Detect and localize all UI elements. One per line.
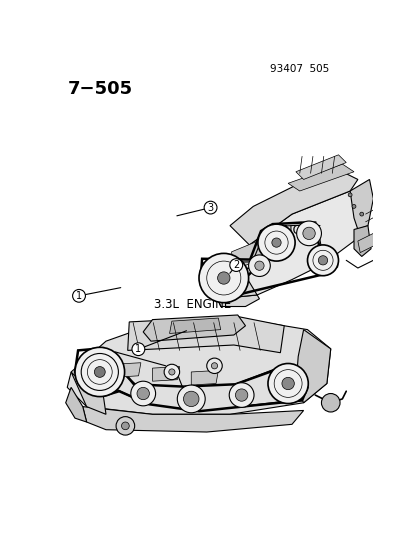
Circle shape — [271, 238, 280, 247]
Circle shape — [199, 253, 248, 303]
Circle shape — [257, 224, 294, 261]
Text: 1: 1 — [135, 344, 141, 354]
Circle shape — [204, 201, 216, 214]
Text: 2: 2 — [233, 260, 239, 270]
Circle shape — [72, 289, 85, 302]
Circle shape — [318, 256, 327, 265]
Polygon shape — [206, 272, 259, 306]
Circle shape — [164, 364, 179, 379]
Circle shape — [254, 261, 263, 270]
Circle shape — [183, 391, 199, 407]
Polygon shape — [191, 370, 218, 385]
Polygon shape — [206, 191, 365, 299]
Circle shape — [307, 245, 338, 276]
Text: 3: 3 — [207, 203, 213, 213]
Circle shape — [281, 377, 294, 390]
Polygon shape — [66, 387, 86, 422]
Polygon shape — [206, 272, 256, 299]
Polygon shape — [230, 172, 357, 245]
Circle shape — [116, 417, 134, 435]
Circle shape — [320, 393, 339, 412]
Text: 1: 1 — [76, 291, 82, 301]
Circle shape — [217, 272, 230, 284]
Circle shape — [211, 363, 217, 369]
Circle shape — [206, 358, 222, 374]
Polygon shape — [83, 407, 303, 432]
Text: 7−505: 7−505 — [68, 80, 133, 99]
Circle shape — [137, 387, 149, 400]
Polygon shape — [71, 372, 106, 414]
Circle shape — [235, 389, 247, 401]
Circle shape — [351, 205, 355, 208]
Circle shape — [302, 227, 314, 239]
Circle shape — [267, 364, 308, 403]
Circle shape — [75, 348, 124, 397]
Circle shape — [296, 221, 320, 246]
Polygon shape — [169, 318, 220, 334]
Circle shape — [229, 383, 254, 407]
Polygon shape — [357, 233, 375, 253]
Polygon shape — [287, 164, 353, 191]
Circle shape — [94, 367, 105, 377]
Polygon shape — [295, 329, 330, 403]
Polygon shape — [152, 367, 179, 381]
Text: 93407  505: 93407 505 — [269, 64, 328, 74]
Polygon shape — [231, 232, 284, 270]
Circle shape — [131, 381, 155, 406]
Circle shape — [248, 255, 270, 277]
Polygon shape — [349, 180, 373, 230]
Circle shape — [121, 422, 129, 430]
Polygon shape — [353, 225, 370, 256]
Polygon shape — [143, 315, 245, 341]
Circle shape — [177, 385, 205, 413]
Text: 3.3L  ENGINE: 3.3L ENGINE — [154, 297, 231, 311]
Polygon shape — [67, 318, 330, 414]
Circle shape — [359, 212, 363, 216]
Polygon shape — [127, 317, 284, 353]
Polygon shape — [114, 363, 140, 377]
Circle shape — [229, 259, 242, 271]
Circle shape — [347, 193, 351, 197]
Text: 3.5L  ENGINE: 3.5L ENGINE — [244, 224, 321, 237]
Circle shape — [132, 343, 145, 356]
Polygon shape — [295, 155, 345, 180]
Circle shape — [169, 369, 175, 375]
